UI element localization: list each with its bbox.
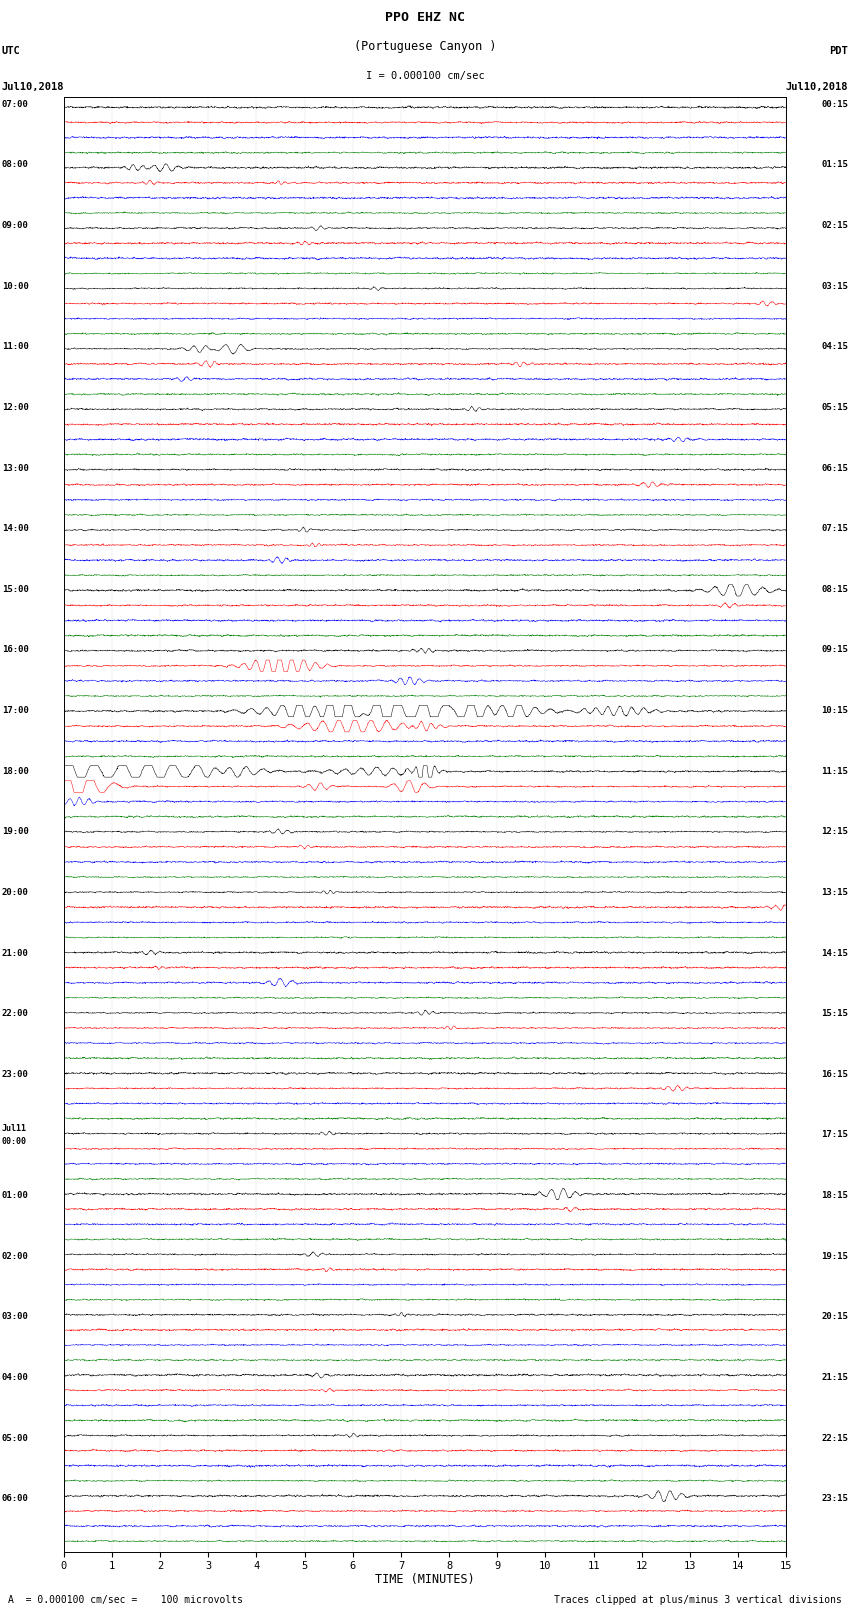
Text: 21:00: 21:00 — [2, 948, 29, 958]
Text: 01:00: 01:00 — [2, 1190, 29, 1200]
Text: A  = 0.000100 cm/sec =    100 microvolts: A = 0.000100 cm/sec = 100 microvolts — [8, 1595, 243, 1605]
Text: 08:15: 08:15 — [821, 586, 848, 594]
Text: 04:00: 04:00 — [2, 1373, 29, 1382]
Text: 07:00: 07:00 — [2, 100, 29, 108]
X-axis label: TIME (MINUTES): TIME (MINUTES) — [375, 1573, 475, 1586]
Text: 01:15: 01:15 — [821, 160, 848, 169]
Text: 11:00: 11:00 — [2, 342, 29, 352]
Text: Traces clipped at plus/minus 3 vertical divisions: Traces clipped at plus/minus 3 vertical … — [553, 1595, 842, 1605]
Text: 10:00: 10:00 — [2, 282, 29, 290]
Text: 11:15: 11:15 — [821, 766, 848, 776]
Text: 16:15: 16:15 — [821, 1069, 848, 1079]
Text: 16:00: 16:00 — [2, 645, 29, 655]
Text: 17:15: 17:15 — [821, 1131, 848, 1139]
Text: 03:00: 03:00 — [2, 1313, 29, 1321]
Text: 13:15: 13:15 — [821, 887, 848, 897]
Text: Jul10,2018: Jul10,2018 — [785, 82, 848, 92]
Text: 20:00: 20:00 — [2, 887, 29, 897]
Text: 08:00: 08:00 — [2, 160, 29, 169]
Text: 09:15: 09:15 — [821, 645, 848, 655]
Text: 00:00: 00:00 — [2, 1137, 26, 1147]
Text: 20:15: 20:15 — [821, 1313, 848, 1321]
Text: 07:15: 07:15 — [821, 524, 848, 534]
Text: UTC: UTC — [2, 47, 20, 56]
Text: 14:15: 14:15 — [821, 948, 848, 958]
Text: Jul11: Jul11 — [2, 1124, 26, 1132]
Text: 02:00: 02:00 — [2, 1252, 29, 1261]
Text: 10:15: 10:15 — [821, 706, 848, 715]
Text: 06:15: 06:15 — [821, 463, 848, 473]
Text: 00:15: 00:15 — [821, 100, 848, 108]
Text: 22:00: 22:00 — [2, 1010, 29, 1018]
Text: 12:00: 12:00 — [2, 403, 29, 411]
Text: 23:15: 23:15 — [821, 1494, 848, 1503]
Text: PDT: PDT — [830, 47, 848, 56]
Text: 02:15: 02:15 — [821, 221, 848, 231]
Text: PPO EHZ NC: PPO EHZ NC — [385, 11, 465, 24]
Text: 14:00: 14:00 — [2, 524, 29, 534]
Text: 04:15: 04:15 — [821, 342, 848, 352]
Text: Jul10,2018: Jul10,2018 — [2, 82, 65, 92]
Text: 09:00: 09:00 — [2, 221, 29, 231]
Text: 17:00: 17:00 — [2, 706, 29, 715]
Text: 12:15: 12:15 — [821, 827, 848, 836]
Text: 21:15: 21:15 — [821, 1373, 848, 1382]
Text: 23:00: 23:00 — [2, 1069, 29, 1079]
Text: 19:15: 19:15 — [821, 1252, 848, 1261]
Text: 05:00: 05:00 — [2, 1434, 29, 1442]
Text: 15:00: 15:00 — [2, 586, 29, 594]
Text: I = 0.000100 cm/sec: I = 0.000100 cm/sec — [366, 71, 484, 81]
Text: 15:15: 15:15 — [821, 1010, 848, 1018]
Text: 19:00: 19:00 — [2, 827, 29, 836]
Text: 03:15: 03:15 — [821, 282, 848, 290]
Text: 05:15: 05:15 — [821, 403, 848, 411]
Text: 18:15: 18:15 — [821, 1190, 848, 1200]
Text: 22:15: 22:15 — [821, 1434, 848, 1442]
Text: 13:00: 13:00 — [2, 463, 29, 473]
Text: 18:00: 18:00 — [2, 766, 29, 776]
Text: (Portuguese Canyon ): (Portuguese Canyon ) — [354, 40, 496, 53]
Text: 06:00: 06:00 — [2, 1494, 29, 1503]
